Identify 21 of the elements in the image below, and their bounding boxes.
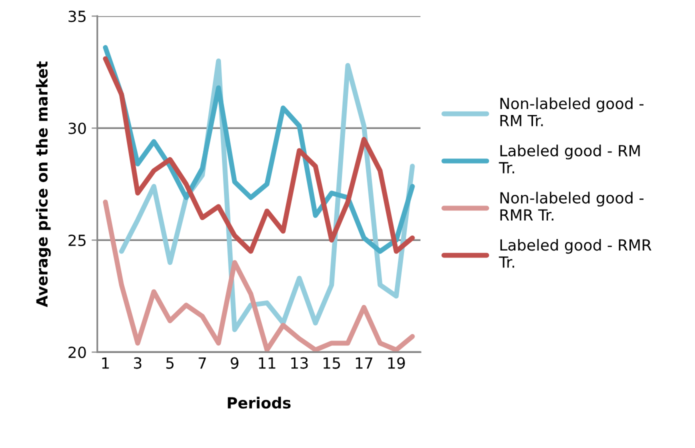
x-tick-label: 7 bbox=[198, 357, 206, 369]
y-axis-title: Average price on the market bbox=[36, 61, 51, 308]
x-tick-label: 17 bbox=[356, 357, 372, 369]
y-tick-label: 30 bbox=[68, 122, 86, 134]
x-tick-label: 13 bbox=[291, 357, 308, 369]
line-series bbox=[102, 200, 415, 352]
x-axis-title: Periods bbox=[228, 396, 291, 409]
x-tick-label: 11 bbox=[258, 357, 276, 369]
legend-label: Non-labeled good - RMR Tr. bbox=[500, 192, 644, 220]
x-tick-label: 5 bbox=[166, 357, 174, 369]
legend-label: Non-labeled good - RM Tr. bbox=[500, 97, 644, 126]
legend-label: Labeled good - RM Tr. bbox=[498, 144, 640, 174]
y-tick-label: 25 bbox=[68, 234, 86, 246]
y-tick-label: 20 bbox=[68, 346, 86, 358]
x-tick-label: 15 bbox=[324, 357, 340, 369]
x-tick-label: 9 bbox=[230, 357, 238, 369]
x-tick-label: 1 bbox=[102, 357, 109, 369]
y-tick-label: 35 bbox=[68, 10, 86, 22]
legend-label: Labeled good - RMR Tr. bbox=[498, 238, 652, 268]
x-tick-label: 3 bbox=[134, 357, 142, 369]
x-tick-label: 19 bbox=[388, 357, 405, 369]
